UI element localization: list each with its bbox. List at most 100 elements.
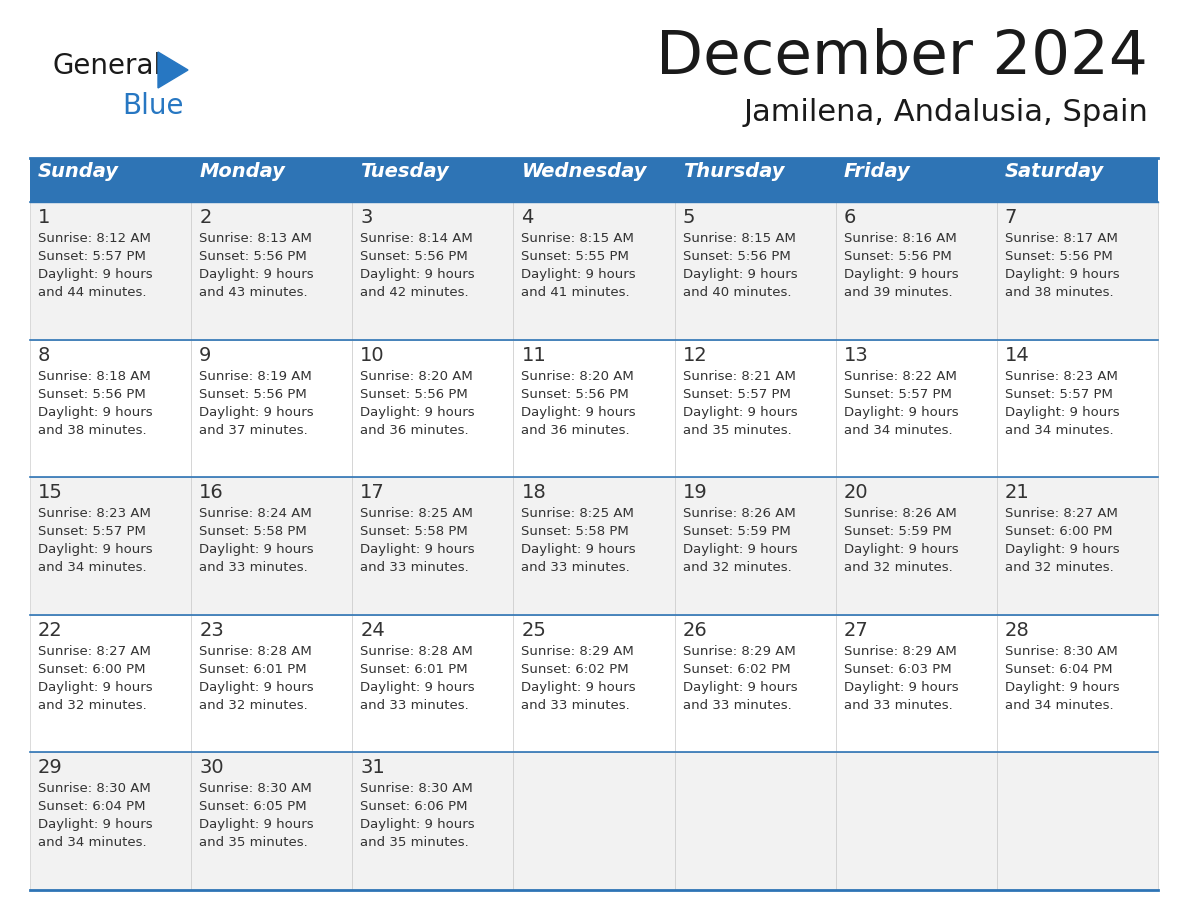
Text: 30: 30	[200, 758, 223, 778]
Text: Daylight: 9 hours: Daylight: 9 hours	[360, 268, 475, 281]
Text: and 36 minutes.: and 36 minutes.	[360, 423, 469, 437]
Text: Sunrise: 8:26 AM: Sunrise: 8:26 AM	[843, 508, 956, 521]
Text: Sunrise: 8:30 AM: Sunrise: 8:30 AM	[1005, 644, 1118, 658]
Text: Sunset: 6:04 PM: Sunset: 6:04 PM	[1005, 663, 1112, 676]
Bar	[353, 340, 513, 477]
Text: 29: 29	[38, 758, 63, 778]
Text: Sunset: 6:05 PM: Sunset: 6:05 PM	[200, 800, 307, 813]
Text: Sunset: 5:57 PM: Sunset: 5:57 PM	[38, 525, 146, 538]
Text: Daylight: 9 hours: Daylight: 9 hours	[683, 681, 797, 694]
Text: 12: 12	[683, 345, 707, 364]
Bar	[513, 340, 675, 477]
Text: Daylight: 9 hours: Daylight: 9 hours	[200, 406, 314, 419]
Text: Sunrise: 8:30 AM: Sunrise: 8:30 AM	[38, 782, 151, 795]
Text: Sunset: 5:56 PM: Sunset: 5:56 PM	[522, 387, 630, 400]
Text: 16: 16	[200, 483, 223, 502]
Text: and 34 minutes.: and 34 minutes.	[38, 561, 146, 574]
Text: 9: 9	[200, 345, 211, 364]
Bar	[191, 202, 353, 340]
Text: Thursday: Thursday	[683, 162, 784, 181]
Bar	[675, 753, 835, 890]
Text: General: General	[52, 52, 162, 80]
Bar	[675, 202, 835, 340]
Text: Sunset: 5:57 PM: Sunset: 5:57 PM	[1005, 387, 1113, 400]
Text: Sunset: 6:01 PM: Sunset: 6:01 PM	[200, 663, 307, 676]
Text: 31: 31	[360, 758, 385, 778]
Text: 28: 28	[1005, 621, 1030, 640]
Text: 17: 17	[360, 483, 385, 502]
Bar	[353, 158, 513, 202]
Text: Sunrise: 8:19 AM: Sunrise: 8:19 AM	[200, 370, 312, 383]
Bar	[835, 477, 997, 615]
Text: Daylight: 9 hours: Daylight: 9 hours	[522, 681, 636, 694]
Text: Daylight: 9 hours: Daylight: 9 hours	[38, 819, 152, 832]
Text: Sunset: 5:56 PM: Sunset: 5:56 PM	[360, 387, 468, 400]
Text: Daylight: 9 hours: Daylight: 9 hours	[360, 406, 475, 419]
Text: and 32 minutes.: and 32 minutes.	[683, 561, 791, 574]
Text: Sunrise: 8:24 AM: Sunrise: 8:24 AM	[200, 508, 312, 521]
Bar	[997, 158, 1158, 202]
Bar	[675, 158, 835, 202]
Text: Jamilena, Andalusia, Spain: Jamilena, Andalusia, Spain	[744, 98, 1148, 127]
Text: Sunrise: 8:18 AM: Sunrise: 8:18 AM	[38, 370, 151, 383]
Text: Sunset: 6:01 PM: Sunset: 6:01 PM	[360, 663, 468, 676]
Text: Daylight: 9 hours: Daylight: 9 hours	[683, 268, 797, 281]
Bar	[997, 202, 1158, 340]
Text: Sunset: 6:02 PM: Sunset: 6:02 PM	[522, 663, 630, 676]
Bar	[675, 340, 835, 477]
Bar	[513, 615, 675, 753]
Bar	[997, 477, 1158, 615]
Text: Sunrise: 8:29 AM: Sunrise: 8:29 AM	[522, 644, 634, 658]
Text: Sunset: 5:58 PM: Sunset: 5:58 PM	[360, 525, 468, 538]
Bar	[997, 753, 1158, 890]
Bar	[835, 340, 997, 477]
Text: Sunset: 5:57 PM: Sunset: 5:57 PM	[38, 250, 146, 263]
Bar	[997, 615, 1158, 753]
Polygon shape	[158, 52, 188, 88]
Text: Saturday: Saturday	[1005, 162, 1104, 181]
Text: Daylight: 9 hours: Daylight: 9 hours	[683, 406, 797, 419]
Text: Sunset: 5:58 PM: Sunset: 5:58 PM	[522, 525, 630, 538]
Text: Daylight: 9 hours: Daylight: 9 hours	[843, 268, 959, 281]
Text: Sunrise: 8:22 AM: Sunrise: 8:22 AM	[843, 370, 956, 383]
Text: Sunset: 5:57 PM: Sunset: 5:57 PM	[843, 387, 952, 400]
Text: Sunset: 5:56 PM: Sunset: 5:56 PM	[38, 387, 146, 400]
Text: 22: 22	[38, 621, 63, 640]
Text: Daylight: 9 hours: Daylight: 9 hours	[522, 268, 636, 281]
Text: 15: 15	[38, 483, 63, 502]
Text: and 43 minutes.: and 43 minutes.	[200, 286, 308, 299]
Bar	[835, 158, 997, 202]
Text: Daylight: 9 hours: Daylight: 9 hours	[683, 543, 797, 556]
Text: Sunrise: 8:20 AM: Sunrise: 8:20 AM	[360, 370, 473, 383]
Text: Sunrise: 8:27 AM: Sunrise: 8:27 AM	[1005, 508, 1118, 521]
Bar	[835, 202, 997, 340]
Text: Daylight: 9 hours: Daylight: 9 hours	[843, 681, 959, 694]
Text: 24: 24	[360, 621, 385, 640]
Text: Sunrise: 8:15 AM: Sunrise: 8:15 AM	[522, 232, 634, 245]
Bar	[353, 753, 513, 890]
Text: and 33 minutes.: and 33 minutes.	[360, 699, 469, 711]
Text: Daylight: 9 hours: Daylight: 9 hours	[200, 268, 314, 281]
Text: 1: 1	[38, 208, 50, 227]
Text: and 34 minutes.: and 34 minutes.	[1005, 699, 1113, 711]
Bar	[30, 615, 191, 753]
Text: and 33 minutes.: and 33 minutes.	[522, 699, 630, 711]
Text: Sunrise: 8:30 AM: Sunrise: 8:30 AM	[360, 782, 473, 795]
Bar	[191, 753, 353, 890]
Text: Sunrise: 8:25 AM: Sunrise: 8:25 AM	[522, 508, 634, 521]
Bar	[353, 477, 513, 615]
Text: Sunset: 5:56 PM: Sunset: 5:56 PM	[843, 250, 952, 263]
Text: Sunrise: 8:14 AM: Sunrise: 8:14 AM	[360, 232, 473, 245]
Text: Friday: Friday	[843, 162, 910, 181]
Text: Daylight: 9 hours: Daylight: 9 hours	[843, 543, 959, 556]
Text: and 34 minutes.: and 34 minutes.	[843, 423, 953, 437]
Text: 26: 26	[683, 621, 707, 640]
Text: 13: 13	[843, 345, 868, 364]
Text: Sunrise: 8:29 AM: Sunrise: 8:29 AM	[843, 644, 956, 658]
Text: Tuesday: Tuesday	[360, 162, 449, 181]
Text: Daylight: 9 hours: Daylight: 9 hours	[360, 543, 475, 556]
Text: Sunrise: 8:23 AM: Sunrise: 8:23 AM	[38, 508, 151, 521]
Text: Daylight: 9 hours: Daylight: 9 hours	[843, 406, 959, 419]
Text: Sunrise: 8:12 AM: Sunrise: 8:12 AM	[38, 232, 151, 245]
Text: 6: 6	[843, 208, 857, 227]
